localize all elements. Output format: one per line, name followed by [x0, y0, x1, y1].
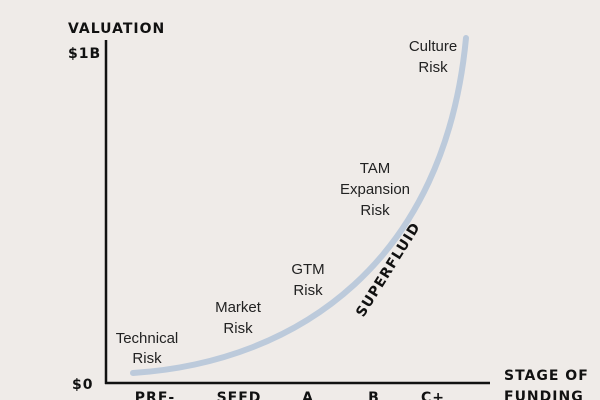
risk-label: Technical: [116, 330, 179, 347]
stage-label: B: [368, 390, 380, 400]
y-top-label: $1B: [68, 46, 101, 62]
stage-label: PRE-: [135, 390, 175, 400]
curve: [130, 35, 469, 376]
risk-label: Risk: [293, 282, 323, 299]
y-bottom-label: $0: [72, 377, 93, 393]
stage-label: SEED: [217, 390, 262, 400]
x-axis-label: STAGE OF: [504, 368, 589, 384]
risk-label: Risk: [360, 202, 390, 219]
risk-label: GTM: [291, 261, 324, 278]
risk-label: Risk: [132, 350, 162, 367]
stage-label: A: [302, 390, 314, 400]
x-axis-label: FUNDING: [504, 389, 584, 400]
risk-label: Market: [215, 299, 262, 316]
risk-label: Culture: [409, 38, 457, 55]
y-axis-label: VALUATION: [68, 21, 165, 37]
risk-label: Expansion: [340, 181, 410, 198]
stage-label: C+: [421, 390, 445, 400]
risk-label: Risk: [223, 320, 253, 337]
risk-label: Risk: [418, 59, 448, 76]
risk-label: TAM: [360, 160, 391, 177]
